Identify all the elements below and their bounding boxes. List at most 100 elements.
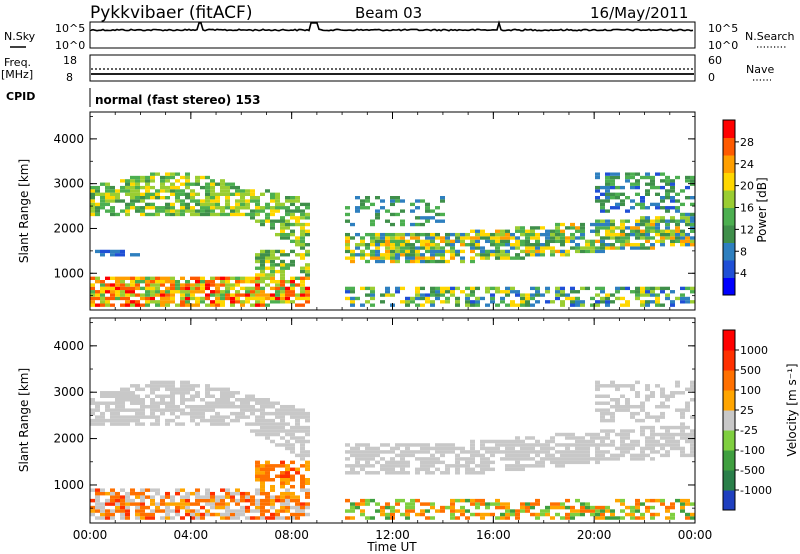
velocity-data-layer: [90, 380, 695, 520]
velocity-cell: [160, 380, 165, 385]
power-cell: [445, 259, 450, 264]
power-cell: [600, 296, 605, 301]
power-cell: [250, 293, 255, 297]
power-cell: [630, 290, 635, 294]
power-cell: [270, 286, 275, 291]
velocity-cell: [290, 484, 295, 489]
velocity-cell: [365, 498, 370, 503]
velocity-cell: [535, 512, 540, 517]
power-cell: [110, 195, 115, 200]
velocity-cell: [490, 450, 495, 454]
power-cell: [670, 216, 675, 220]
power-cell: [645, 216, 650, 220]
power-cell: [100, 296, 105, 301]
velocity-cell: [655, 450, 660, 454]
power-cell: [640, 219, 645, 223]
power-cell: [625, 243, 630, 247]
power-cell: [690, 239, 695, 244]
power-cell: [640, 236, 645, 240]
velocity-cell: [530, 512, 535, 517]
power-cell: [420, 293, 425, 297]
velocity-cell: [150, 411, 155, 416]
velocity-cell: [215, 495, 220, 499]
velocity-cell: [260, 422, 265, 426]
velocity-cell: [115, 491, 120, 496]
power-cell: [470, 246, 475, 250]
velocity-cell: [300, 446, 305, 451]
power-cell: [655, 229, 660, 233]
velocity-cell: [665, 429, 670, 433]
power-cell: [240, 300, 245, 304]
power-cell: [90, 185, 95, 190]
power-cell: [255, 195, 260, 200]
power-cell: [520, 243, 525, 247]
velocity-cell: [365, 446, 370, 451]
power-cell: [400, 253, 405, 257]
power-cell: [390, 202, 395, 207]
power-cell: [625, 303, 630, 307]
power-cell: [190, 296, 195, 301]
velocity-cell: [210, 404, 215, 409]
velocity-cell: [185, 509, 190, 513]
velocity-cell: [680, 429, 685, 433]
velocity-cell: [505, 443, 510, 447]
power-cell: [240, 286, 245, 291]
power-cell: [555, 222, 560, 227]
power-cell: [630, 172, 635, 176]
power-cell: [370, 232, 375, 237]
power-cell: [640, 229, 645, 233]
power-cell: [605, 185, 610, 190]
power-cell: [545, 290, 550, 294]
power-cell: [395, 246, 400, 250]
velocity-cell: [220, 495, 225, 499]
power-cell: [390, 222, 395, 227]
velocity-cell: [140, 502, 145, 506]
velocity-cell: [245, 516, 250, 520]
velocity-cell: [200, 408, 205, 412]
velocity-cell: [165, 394, 170, 399]
power-cell: [620, 296, 625, 301]
power-cell: [305, 222, 310, 227]
velocity-cell: [120, 516, 125, 520]
velocity-cell: [190, 516, 195, 520]
power-cell: [220, 185, 225, 190]
power-cell: [260, 259, 265, 264]
power-cell: [485, 232, 490, 237]
velocity-cell: [270, 488, 275, 492]
power-cell: [425, 259, 430, 264]
power-cell: [195, 202, 200, 207]
velocity-cell: [295, 422, 300, 426]
power-cell: [600, 239, 605, 244]
velocity-cell: [380, 505, 385, 510]
power-cell: [660, 219, 665, 223]
velocity-cell: [285, 411, 290, 416]
velocity-cell: [690, 512, 695, 517]
power-cell: [625, 209, 630, 213]
power-cell: [195, 182, 200, 186]
power-cell: [605, 293, 610, 297]
power-cell: [570, 300, 575, 304]
power-cell: [300, 253, 305, 257]
velocity-cell: [605, 443, 610, 447]
power-cell: [140, 206, 145, 210]
power-cell: [220, 182, 225, 186]
velocity-cell: [645, 425, 650, 430]
power-cell: [465, 243, 470, 247]
power-cell: [210, 199, 215, 203]
power-cell: [670, 290, 675, 294]
power-cell: [620, 246, 625, 250]
power-cell: [505, 243, 510, 247]
power-cell: [640, 293, 645, 297]
power-cell: [625, 195, 630, 200]
power-cell: [555, 232, 560, 237]
velocity-cell: [460, 464, 465, 468]
velocity-cell: [540, 509, 545, 513]
power-cell: [690, 236, 695, 240]
power-cell: [220, 179, 225, 183]
velocity-cell: [640, 446, 645, 451]
power-cell: [690, 222, 695, 227]
velocity-cell: [180, 384, 185, 388]
velocity-cell: [125, 398, 130, 402]
velocity-cell: [295, 418, 300, 423]
power-cell: [670, 300, 675, 304]
